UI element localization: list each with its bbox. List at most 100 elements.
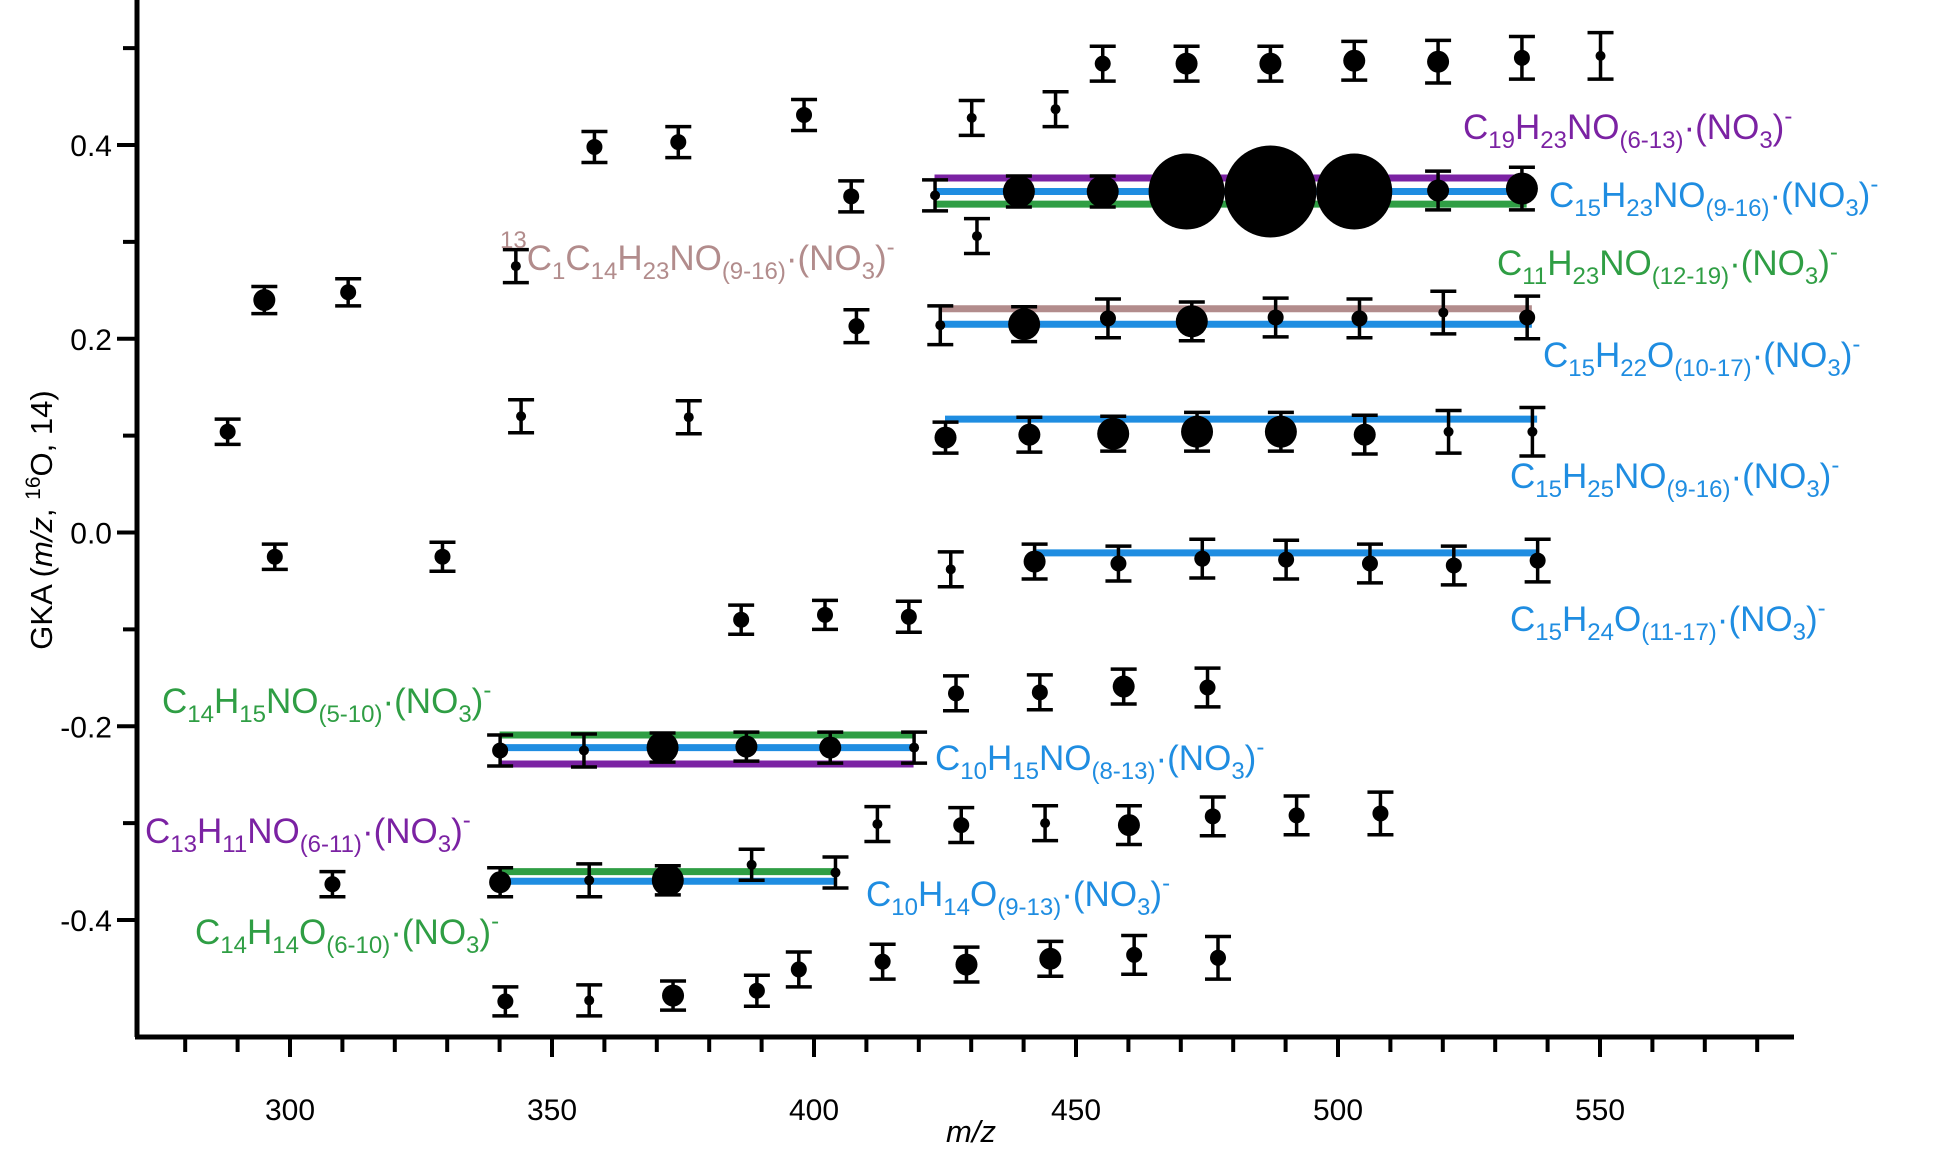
data-point <box>646 731 679 764</box>
point-marker <box>1527 426 1538 437</box>
point-marker <box>1361 555 1378 572</box>
data-point <box>1194 666 1221 709</box>
point-marker <box>1443 426 1454 437</box>
point-marker <box>1513 49 1530 66</box>
point-marker <box>497 993 514 1010</box>
data-point <box>728 603 755 636</box>
point-marker <box>948 685 965 702</box>
point-marker <box>1259 52 1282 75</box>
point-marker <box>930 190 941 201</box>
points-group <box>214 30 1614 1018</box>
data-point <box>492 985 519 1018</box>
data-point <box>502 247 529 285</box>
data-point <box>1105 544 1132 583</box>
label-c15h23no: C15H23NO(9-16)·(NO3)- <box>1549 171 1878 222</box>
data-point <box>570 732 597 769</box>
point-marker <box>1278 551 1295 568</box>
point-marker <box>1519 309 1536 326</box>
point-marker <box>1175 305 1208 338</box>
point-marker <box>683 412 694 423</box>
data-point <box>791 97 818 133</box>
data-point <box>1032 803 1059 843</box>
data-point <box>429 540 456 573</box>
point-marker <box>1505 172 1538 205</box>
point-marker <box>324 876 341 893</box>
label-c13h11no: C13H11NO(6-11)·(NO3)- <box>145 807 471 858</box>
point-marker <box>651 864 684 897</box>
point-marker <box>584 995 595 1006</box>
x-tick-label: 550 <box>1575 1094 1625 1127</box>
point-marker <box>1126 946 1143 963</box>
point-marker <box>516 411 527 422</box>
point-marker <box>1086 175 1119 208</box>
point-marker <box>266 548 283 565</box>
data-point <box>843 307 870 345</box>
point-marker <box>1181 415 1214 448</box>
data-point <box>665 124 692 160</box>
data-point <box>953 945 980 984</box>
data-point <box>1430 289 1457 336</box>
tick-group: 300 350 400 450 500 550 0.4 0.2 0.0 -0.2 -0.4 <box>60 46 1760 1127</box>
data-point <box>1148 153 1225 230</box>
data-point <box>1264 410 1297 453</box>
data-point <box>660 979 687 1012</box>
point-marker <box>1267 309 1284 326</box>
point-marker <box>1351 310 1368 327</box>
label-c19h23no: C19H23NO(6-13)·(NO3)- <box>1463 103 1792 154</box>
point-marker <box>790 961 807 978</box>
point-marker <box>1595 50 1606 61</box>
data-point <box>487 733 514 768</box>
point-marker <box>1018 423 1041 446</box>
data-point <box>581 129 608 165</box>
label-c10h14o: C10H14O(9-13)·(NO3)- <box>866 870 1170 921</box>
point-marker <box>510 261 521 272</box>
data-point <box>1505 165 1538 212</box>
data-point <box>963 216 990 256</box>
data-point <box>261 542 288 572</box>
data-point <box>812 598 839 632</box>
point-marker <box>340 284 357 301</box>
data-point <box>1425 169 1452 212</box>
label-c15h25no: C15H25NO(9-16)·(NO3)- <box>1510 452 1839 503</box>
point-marker <box>1529 552 1546 569</box>
data-point <box>319 869 346 899</box>
point-marker <box>1194 550 1211 567</box>
data-point <box>822 855 849 890</box>
data-point <box>948 805 975 845</box>
point-marker <box>843 188 860 205</box>
point-marker <box>1427 50 1450 73</box>
point-marker <box>584 875 595 886</box>
data-point <box>1257 44 1284 83</box>
data-point <box>743 973 770 1008</box>
data-point <box>1189 537 1216 580</box>
point-marker <box>735 735 758 758</box>
data-point <box>576 862 603 899</box>
point-marker <box>1372 805 1389 822</box>
data-point <box>1425 38 1452 85</box>
data-point <box>869 942 896 981</box>
data-point <box>1115 803 1142 847</box>
point-marker <box>935 320 946 331</box>
point-marker <box>1117 814 1140 837</box>
data-point <box>1199 795 1226 838</box>
axes-layer <box>134 0 1794 1040</box>
point-marker <box>1175 52 1198 75</box>
point-marker <box>748 982 765 999</box>
data-point <box>937 550 964 589</box>
point-marker <box>1008 308 1041 341</box>
x-tick-label: 500 <box>1313 1094 1363 1127</box>
data-point <box>1440 544 1467 587</box>
data-point <box>932 420 959 455</box>
point-marker <box>955 953 978 976</box>
data-point <box>1121 933 1148 976</box>
point-marker <box>1199 679 1216 696</box>
label-c14h14o: C14H14O(6-10)·(NO3)- <box>195 908 499 959</box>
x-tick-label: 400 <box>789 1094 839 1127</box>
point-marker <box>670 134 687 151</box>
y-tick-label: -0.4 <box>60 905 112 938</box>
data-point <box>1175 300 1208 343</box>
point-marker <box>1040 818 1051 829</box>
data-point <box>738 847 765 883</box>
y-tick-label: 0.0 <box>70 518 112 551</box>
data-point <box>901 730 928 765</box>
